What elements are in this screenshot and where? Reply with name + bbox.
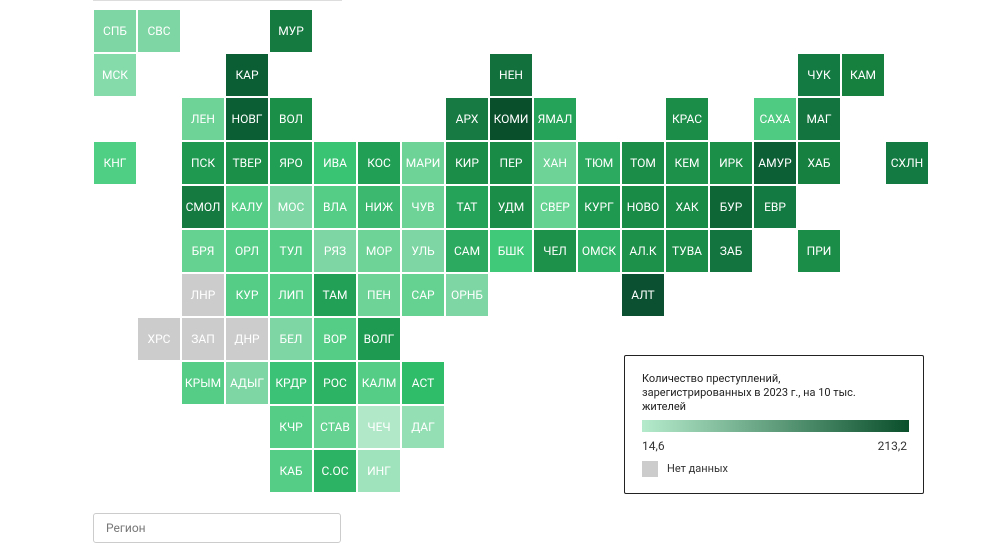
region-tile[interactable]: ТОМ [622,142,664,184]
region-tile[interactable]: ЧУВ [402,186,444,228]
region-tile[interactable]: ВОЛ [270,98,312,140]
region-tile[interactable]: КАЛМ [358,362,400,404]
region-tile[interactable]: БШК [490,230,532,272]
region-tile[interactable]: ЕВР [754,186,796,228]
legend-gradient [642,420,909,432]
region-tile[interactable]: КОМИ [490,98,532,140]
region-tile[interactable]: ЛЕН [182,98,224,140]
region-tile[interactable]: ПСК [182,142,224,184]
region-tile[interactable]: АСТ [402,362,444,404]
region-tile[interactable]: ЧЕЛ [534,230,576,272]
region-tile[interactable]: АРХ [446,98,488,140]
region-tile[interactable]: ЗАБ [710,230,752,272]
region-tile[interactable]: СМОЛ [182,186,224,228]
region-tile[interactable]: САР [402,274,444,316]
region-tile[interactable]: ЛИП [270,274,312,316]
region-tile[interactable]: АЛ.К [622,230,664,272]
region-tile[interactable]: АМУР [754,142,796,184]
region-tile[interactable]: НИЖ [358,186,400,228]
region-tile[interactable]: КАМ [842,54,884,96]
region-tile[interactable]: МОС [270,186,312,228]
region-tile[interactable]: ОМСК [578,230,620,272]
region-tile[interactable]: СВС [138,10,180,52]
region-tile[interactable]: ВОЛГ [358,318,400,360]
region-tile[interactable]: УЛЬ [402,230,444,272]
region-tile[interactable]: ДНР [226,318,268,360]
region-tile[interactable]: ТЮМ [578,142,620,184]
region-tile[interactable]: ОРЛ [226,230,268,272]
region-tile[interactable]: БЕЛ [270,318,312,360]
region-tile[interactable]: ЯМАЛ [534,98,576,140]
legend: Количество преступлений, зарегистрирован… [624,355,924,494]
region-tile[interactable]: ЗАП [182,318,224,360]
region-tile[interactable]: ВЛА [314,186,356,228]
region-tile[interactable]: КРЫМ [182,362,224,404]
region-tile[interactable]: КЕМ [666,142,708,184]
region-tile[interactable]: ХАН [534,142,576,184]
region-tile[interactable]: ТВЕР [226,142,268,184]
region-tile[interactable]: ИВА [314,142,356,184]
region-tile[interactable]: ХАБ [798,142,840,184]
region-tile[interactable]: НОВО [622,186,664,228]
legend-title: Количество преступлений, зарегистрирован… [642,372,856,413]
region-tile[interactable]: ХАК [666,186,708,228]
no-data-label: Нет данных [667,462,728,475]
region-tile[interactable]: ХРС [138,318,180,360]
region-tile[interactable]: ВОР [314,318,356,360]
region-tile[interactable]: КУР [226,274,268,316]
region-tile[interactable]: СВЕР [534,186,576,228]
region-tile[interactable]: С.ОС [314,450,356,492]
region-tile[interactable]: НЕН [490,54,532,96]
region-tile[interactable]: ОРНБ [446,274,488,316]
region-tile[interactable]: УДМ [490,186,532,228]
region-tile[interactable]: РЯЗ [314,230,356,272]
region-tile[interactable]: СПБ [94,10,136,52]
region-tile[interactable]: КЧР [270,406,312,448]
region-tile[interactable]: МСК [94,54,136,96]
region-tile[interactable]: АЛТ [622,274,664,316]
region-tile[interactable]: МУР [270,10,312,52]
region-tile[interactable]: БРЯ [182,230,224,272]
region-tile[interactable]: ТАТ [446,186,488,228]
no-data-swatch [642,461,658,477]
region-tile[interactable]: СХЛН [886,142,928,184]
region-tile[interactable]: КИР [446,142,488,184]
region-tile[interactable]: САМ [446,230,488,272]
region-tile[interactable]: МАГ [798,98,840,140]
region-tile[interactable]: КАБ [270,450,312,492]
region-tile[interactable]: РОС [314,362,356,404]
region-tile[interactable]: ИНГ [358,450,400,492]
region-tile[interactable]: ПРИ [798,230,840,272]
region-tile[interactable]: НОВГ [226,98,268,140]
region-tile[interactable]: КУРГ [578,186,620,228]
region-tile[interactable]: САХА [754,98,796,140]
legend-min: 14,6 [642,439,665,453]
region-tile[interactable]: КАР [226,54,268,96]
region-tile[interactable]: СТАВ [314,406,356,448]
divider [93,0,342,1]
region-tile[interactable]: МАРИ [402,142,444,184]
region-tile[interactable]: ТУЛ [270,230,312,272]
region-tile[interactable]: КРАС [666,98,708,140]
region-tile[interactable]: ЧЕЧ [358,406,400,448]
region-select[interactable]: Регион [93,513,341,543]
region-tile[interactable]: КОС [358,142,400,184]
region-tile[interactable]: АДЫГ [226,362,268,404]
region-tile[interactable]: ЧУК [798,54,840,96]
page: СПБ СВС МУР МСК КАР НЕН ЧУК КАМ ЛЕН НОВГ ВОЛ АРХ КОМ… [93,0,928,543]
region-tile[interactable]: КНГ [94,142,136,184]
region-tile[interactable]: МОР [358,230,400,272]
region-tile[interactable]: КАЛУ [226,186,268,228]
region-tile[interactable]: КРДР [270,362,312,404]
region-tile[interactable]: ЛНР [182,274,224,316]
region-tile[interactable]: ТУВА [666,230,708,272]
region-tile[interactable]: ИРК [710,142,752,184]
region-tile[interactable]: ПЕР [490,142,532,184]
region-tile[interactable]: ЯРО [270,142,312,184]
region-tile[interactable]: БУР [710,186,752,228]
region-tile[interactable]: ПЕН [358,274,400,316]
region-tile[interactable]: ДАГ [402,406,444,448]
legend-max: 213,2 [877,439,907,453]
region-tile[interactable]: ТАМ [314,274,356,316]
